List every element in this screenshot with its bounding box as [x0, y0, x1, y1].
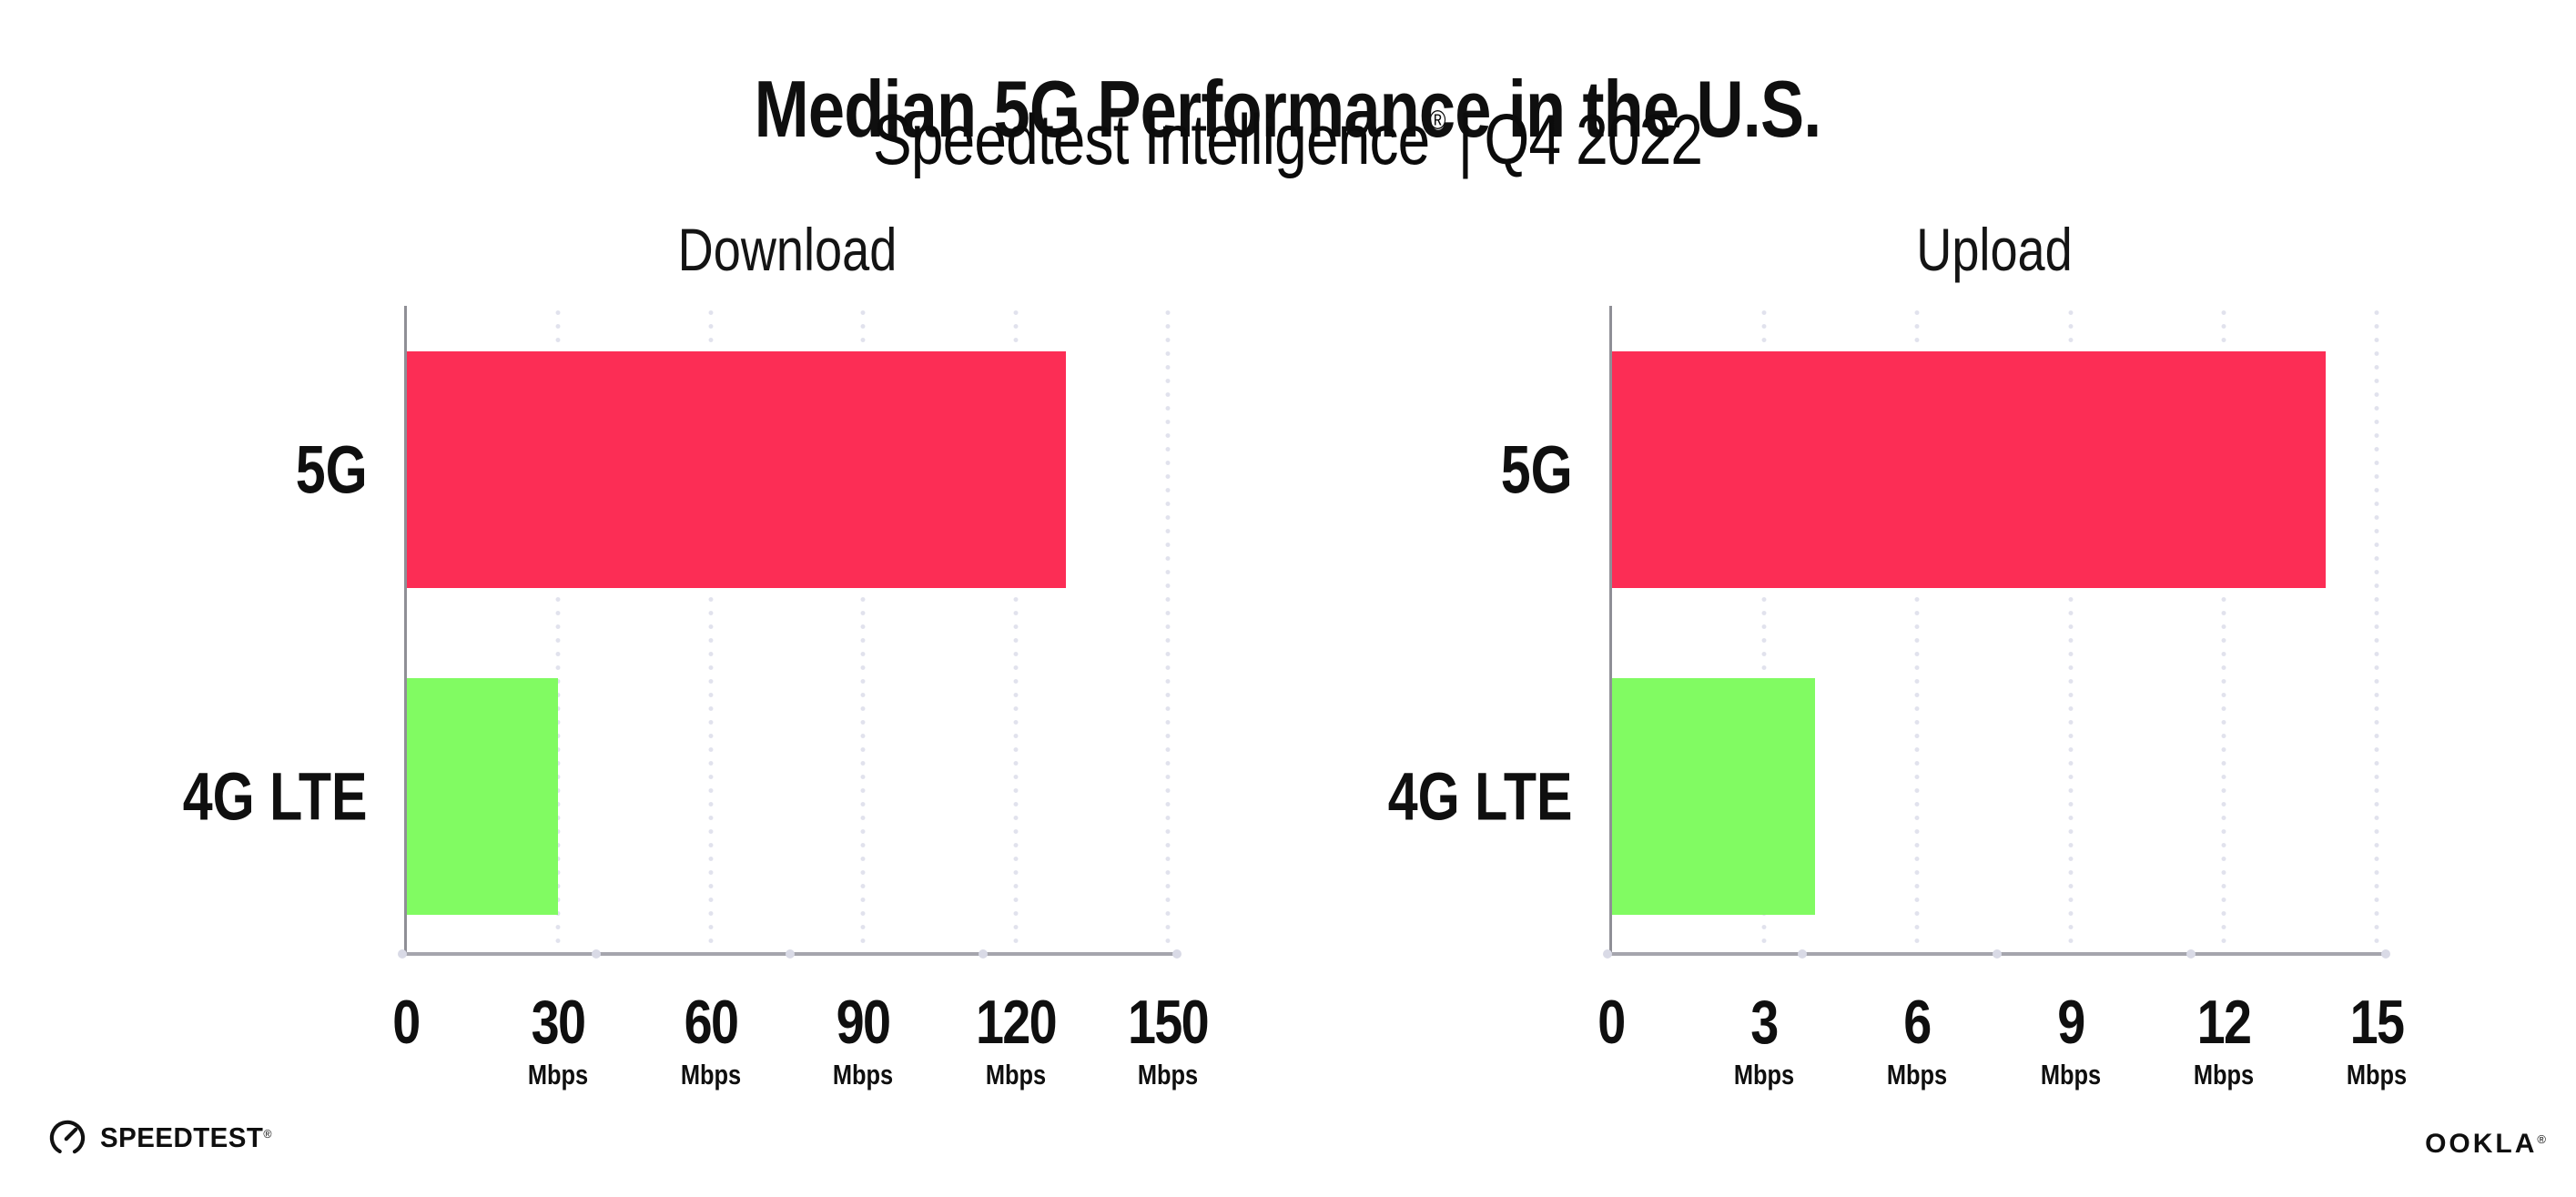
x-tick-label: 9 [2056, 988, 2085, 1057]
x-tick: 6 Mbps [1881, 988, 1954, 1091]
x-tick-label: 60 [684, 988, 738, 1057]
y-axis-label-4g-lte: 4G LTE [183, 758, 368, 835]
axis-dot [1992, 949, 2002, 959]
subtitle-period: Q4 2022 [1484, 99, 1703, 179]
x-tick: 15 Mbps [2340, 988, 2414, 1091]
x-tick-unit: Mbps [528, 1059, 589, 1091]
x-tick-label: 120 [975, 988, 1058, 1057]
registered-mark-icon: ® [263, 1127, 272, 1141]
x-tick-label: 150 [1127, 988, 1210, 1057]
x-tick-label: 0 [392, 988, 421, 1057]
ookla-wordmark: OOKLA [2425, 1129, 2538, 1159]
x-tick: 150 Mbps [1119, 988, 1216, 1091]
gridline [1761, 306, 1767, 954]
axis-dot [398, 949, 407, 959]
gridline [2374, 306, 2379, 954]
x-tick-unit: Mbps [1137, 1059, 1199, 1091]
y-axis-label-4g-lte: 4G LTE [1388, 758, 1573, 835]
x-axis-line [398, 949, 1182, 959]
page-subtitle: Speedtest Intelligence® | Q4 2022 [0, 98, 2576, 181]
gridline [860, 306, 866, 954]
x-tick-unit: Mbps [680, 1059, 741, 1091]
x-tick: 9 Mbps [2033, 988, 2107, 1091]
x-tick-label: 6 [1903, 988, 1932, 1057]
y-axis-label-5g: 5G [1501, 431, 1573, 508]
gridline [1914, 306, 1920, 954]
x-tick-unit: Mbps [1887, 1059, 1948, 1091]
speedtest-wordmark: SPEEDTEST® [100, 1121, 272, 1153]
registered-mark-icon: ® [1429, 106, 1446, 136]
gridline [1013, 306, 1019, 954]
subtitle-divider: | [1458, 99, 1474, 179]
x-tick-unit: Mbps [833, 1059, 894, 1091]
x-tick-unit: Mbps [2040, 1059, 2101, 1091]
x-tick-label: 12 [2196, 988, 2251, 1057]
x-tick-unit: Mbps [2193, 1059, 2254, 1091]
x-tick-unit: Mbps [985, 1059, 1046, 1091]
x-tick: 30 Mbps [522, 988, 595, 1091]
axis-dot [591, 949, 601, 959]
x-tick: 3 Mbps [1728, 988, 1801, 1091]
y-axis-line [1609, 306, 1612, 956]
axis-dot [1797, 949, 1807, 959]
x-tick: 60 Mbps [674, 988, 747, 1091]
bar-5g-download [406, 351, 1067, 588]
chart-panel-upload: Upload 5G 4G LTE 0 3 Mbps 6 Mbps 9 Mbps 12 M… [1388, 216, 2407, 1089]
x-tick-label: 90 [836, 988, 891, 1057]
chart-title-upload: Upload [1915, 216, 2073, 283]
axis-dot [785, 949, 795, 959]
gridline [555, 306, 561, 954]
gridline [2221, 306, 2226, 954]
x-tick-unit: Mbps [1734, 1059, 1795, 1091]
axis-dot [1603, 949, 1612, 959]
x-tick: 0 [390, 988, 422, 1060]
chart-panel-download: Download 5G 4G LTE 0 30 Mbps 60 Mbps 90 Mbp… [183, 216, 1210, 1089]
x-tick: 90 Mbps [827, 988, 900, 1091]
page-title: Median 5G Performance in the U.S. [755, 63, 1822, 154]
y-axis-line [404, 306, 407, 956]
speedtest-gauge-icon [49, 1120, 86, 1156]
x-tick-label: 15 [2349, 988, 2405, 1057]
bar-4g-lte-upload [1611, 678, 1816, 915]
registered-mark-icon: ® [2537, 1132, 2549, 1146]
x-tick: 0 [1595, 988, 1628, 1060]
x-tick-label: 3 [1750, 988, 1779, 1057]
x-tick-label: 0 [1597, 988, 1626, 1057]
gridline [1165, 306, 1171, 954]
axis-dot [1172, 949, 1182, 959]
bar-4g-lte-download [406, 678, 559, 915]
ookla-logo: OOKLA® [2425, 1129, 2549, 1160]
x-tick-unit: Mbps [2346, 1059, 2408, 1091]
y-axis-label-5g: 5G [296, 431, 368, 508]
subtitle-brand: Speedtest Intelligence [873, 99, 1430, 179]
chart-title-download: Download [677, 216, 897, 283]
speedtest-logo: SPEEDTEST® [47, 1118, 281, 1158]
bar-5g-upload [1611, 351, 2326, 588]
gridline [708, 306, 714, 954]
x-tick: 120 Mbps [967, 988, 1064, 1091]
axis-dot [2381, 949, 2390, 959]
axis-dot [2186, 949, 2196, 959]
axis-dot [979, 949, 989, 959]
x-axis-line [1603, 949, 2390, 959]
gridline [2068, 306, 2074, 954]
x-tick-label: 30 [532, 988, 586, 1057]
x-tick: 12 Mbps [2186, 988, 2260, 1091]
